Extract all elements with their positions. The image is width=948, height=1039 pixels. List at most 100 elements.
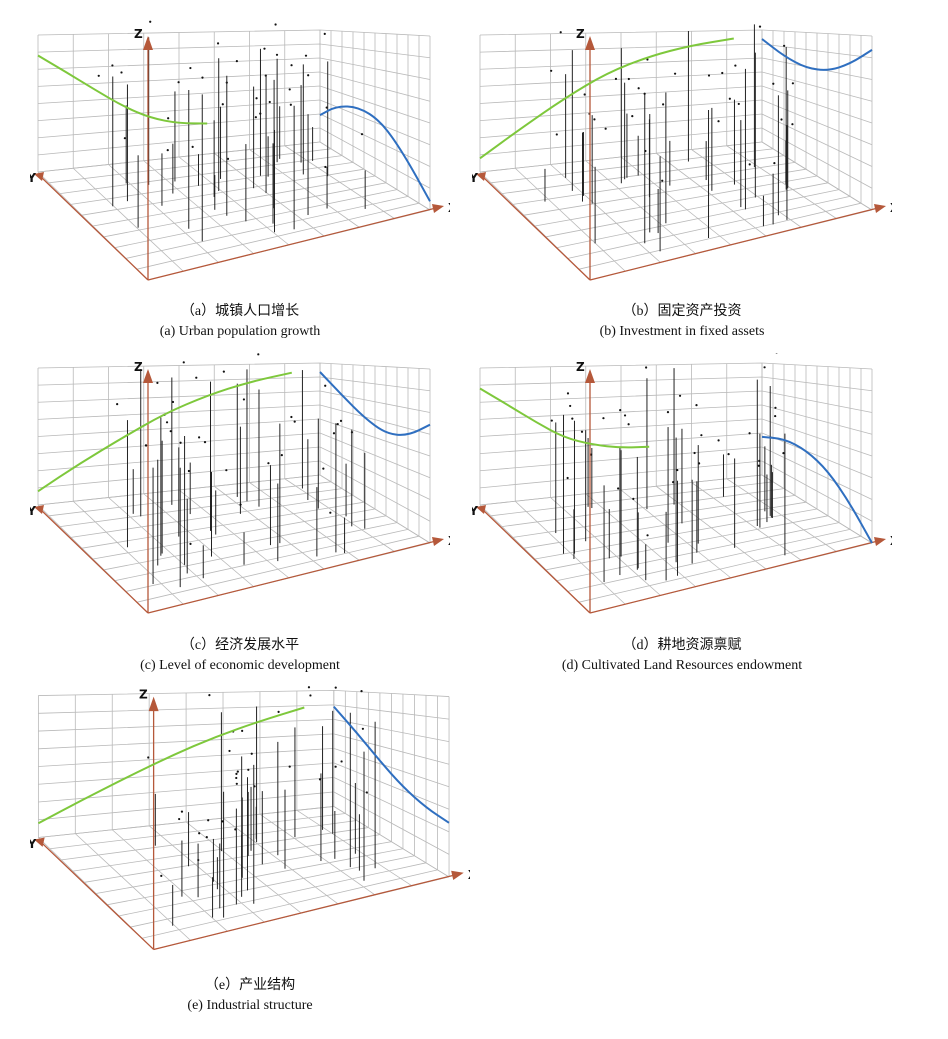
projected-point bbox=[280, 454, 283, 457]
caption-en-c: (c) Level of economic development bbox=[140, 658, 340, 673]
floor-gridline bbox=[761, 474, 873, 544]
projected-point bbox=[239, 503, 242, 506]
projected-point bbox=[208, 694, 211, 697]
projected-point bbox=[627, 77, 630, 81]
projected-point bbox=[580, 430, 584, 433]
x-axis-label: X bbox=[468, 868, 470, 882]
projected-point bbox=[179, 441, 182, 444]
projected-point bbox=[268, 100, 271, 104]
projected-point bbox=[201, 76, 204, 79]
wall-gridline bbox=[37, 474, 431, 544]
wall-gridline bbox=[37, 141, 431, 211]
projected-point bbox=[550, 69, 553, 72]
floor-gridline bbox=[185, 821, 302, 914]
projected-point bbox=[627, 423, 630, 426]
x-axis-arrow bbox=[432, 537, 444, 546]
floor-gridline bbox=[72, 167, 184, 272]
chart-panel-b: Z X Y bbox=[472, 20, 892, 295]
projected-point bbox=[782, 452, 785, 455]
projected-point bbox=[259, 112, 262, 115]
projected-point bbox=[646, 534, 649, 537]
projected-point bbox=[593, 118, 596, 121]
projected-point bbox=[645, 366, 648, 369]
trend-chart-e: Z X Y bbox=[30, 686, 470, 951]
projected-point bbox=[323, 32, 326, 35]
projected-point bbox=[780, 118, 783, 121]
projected-point bbox=[339, 419, 343, 423]
floor-gridline bbox=[585, 160, 697, 255]
projected-point bbox=[257, 353, 260, 356]
projected-point bbox=[225, 469, 228, 472]
trend-curve-west-east bbox=[37, 706, 305, 825]
projected-point bbox=[178, 817, 181, 821]
projected-point bbox=[242, 398, 246, 401]
trend-chart-d: Z X Y bbox=[472, 353, 892, 614]
projected-point bbox=[221, 103, 224, 106]
projected-point bbox=[290, 64, 293, 67]
projected-point bbox=[191, 145, 194, 148]
wall-gridline bbox=[37, 71, 431, 102]
x-axis-line bbox=[589, 540, 879, 614]
projected-point bbox=[116, 403, 119, 406]
trend-curve-west-east bbox=[479, 37, 734, 160]
projected-point bbox=[673, 72, 677, 75]
x-axis-line bbox=[147, 207, 437, 281]
projected-point bbox=[734, 64, 737, 67]
trend-curve-west-east bbox=[37, 54, 208, 125]
projected-point bbox=[235, 776, 238, 780]
projected-point bbox=[289, 103, 292, 106]
trend-curve-west-east bbox=[479, 387, 650, 449]
projected-point bbox=[171, 400, 175, 404]
projected-point bbox=[614, 77, 618, 81]
caption-cn-b: （b）固定资产投资 bbox=[622, 304, 742, 319]
projected-point bbox=[167, 117, 170, 120]
projected-point bbox=[123, 137, 126, 140]
floor-gridline bbox=[656, 485, 767, 570]
projected-point bbox=[727, 453, 730, 456]
projected-point bbox=[226, 157, 230, 160]
projected-point bbox=[336, 423, 339, 426]
projected-point bbox=[662, 103, 665, 106]
projected-point bbox=[166, 149, 169, 152]
projected-point bbox=[623, 414, 627, 417]
projected-point bbox=[322, 467, 325, 470]
caption-en-a: (a) Urban population growth bbox=[159, 324, 321, 339]
projected-point bbox=[571, 417, 574, 420]
projected-point bbox=[216, 42, 220, 45]
chart-panel-e: Z X Y bbox=[30, 680, 470, 965]
projected-point bbox=[195, 376, 198, 379]
projected-point bbox=[644, 149, 647, 153]
projected-point bbox=[165, 421, 169, 424]
projected-point bbox=[203, 441, 207, 444]
floor-gridline bbox=[691, 149, 802, 228]
z-axis-arrow bbox=[148, 696, 159, 712]
y-axis-label: Y bbox=[472, 504, 478, 518]
x-axis-line bbox=[589, 207, 879, 281]
floor-gridline bbox=[691, 482, 802, 561]
caption-cn-c: （c）经济发展水平 bbox=[180, 638, 300, 653]
y-axis-arrow bbox=[476, 172, 486, 181]
projected-point bbox=[773, 162, 776, 165]
projected-point bbox=[555, 133, 558, 136]
wall-gridline bbox=[37, 418, 431, 457]
wall-gridline bbox=[479, 85, 873, 124]
projected-point bbox=[222, 370, 225, 373]
projected-point bbox=[111, 64, 114, 67]
caption-cn-d: （d）耕地资源禀赋 bbox=[622, 638, 742, 653]
floor-gridline bbox=[514, 500, 626, 605]
caption-en-e: (e) Industrial structure bbox=[187, 998, 313, 1013]
projected-point bbox=[676, 468, 679, 472]
y-axis-label: Y bbox=[30, 837, 37, 851]
x-axis-label: X bbox=[448, 534, 450, 548]
projected-point bbox=[721, 71, 724, 75]
projected-point bbox=[365, 791, 368, 794]
projected-point bbox=[255, 97, 258, 100]
caption-e: （e）产业结构 (e) Industrial structure bbox=[30, 976, 470, 1016]
y-axis-line bbox=[481, 508, 591, 614]
floor-gridline bbox=[726, 478, 837, 553]
x-axis-label: X bbox=[890, 534, 892, 548]
z-axis-arrow bbox=[585, 369, 595, 383]
z-axis-arrow bbox=[143, 369, 153, 383]
z-axis-label: Z bbox=[139, 688, 148, 702]
y-axis-line bbox=[39, 175, 149, 281]
